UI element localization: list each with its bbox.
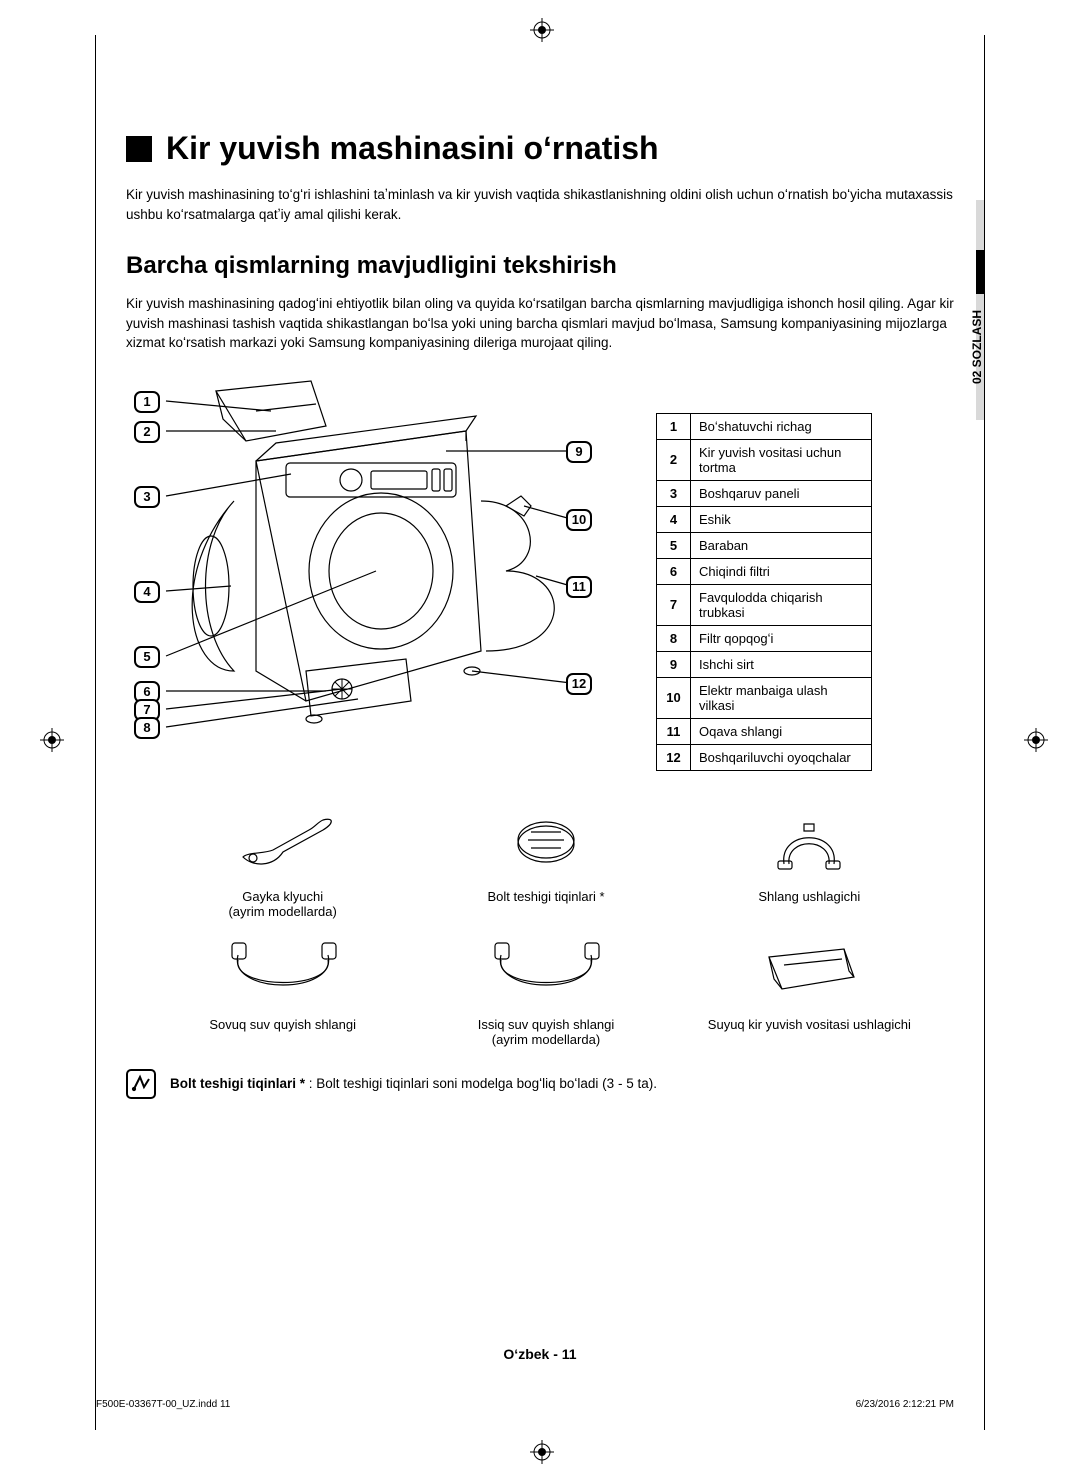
table-row: 1Boʻshatuvchi richag [657,413,872,439]
part-number: 12 [657,744,691,770]
part-number: 10 [657,677,691,718]
acc-liquid-holder: Suyuq kir yuvish vositasi ushlagichi [693,929,926,1047]
table-row: 12Boshqariluvchi oyoqchalar [657,744,872,770]
part-label: Chiqindi filtri [691,558,872,584]
part-number: 4 [657,506,691,532]
part-number: 6 [657,558,691,584]
part-number: 9 [657,651,691,677]
parts-table: 1Boʻshatuvchi richag2Kir yuvish vositasi… [656,413,872,771]
part-label: Baraban [691,532,872,558]
registration-mark-left [40,728,64,752]
registration-mark-bottom [530,1440,554,1464]
note-bold: Bolt teshigi tiqinlari * [170,1076,305,1091]
page: 02 SOZLASH Kir yuvish mashinasini oʻrnat… [95,35,985,1430]
note: Bolt teshigi tiqinlari * : Bolt teshigi … [126,1069,954,1099]
part-label: Eshik [691,506,872,532]
acc-hose-guide: Shlang ushlagichi [693,801,926,919]
washer-diagram: 1 2 3 4 5 6 7 8 9 10 11 12 [126,371,596,771]
part-label: Boʻshatuvchi richag [691,413,872,439]
acc-label: Gayka klyuchi [166,889,399,904]
table-row: 2Kir yuvish vositasi uchun tortma [657,439,872,480]
acc-bolt-caps: Bolt teshigi tiqinlari * [429,801,662,919]
footer-filename: F500E-03367T-00_UZ.indd 11 [96,1399,230,1410]
acc-wrench: Gayka klyuchi (ayrim modellarda) [166,801,399,919]
footer-timestamp: 6/23/2016 2:12:21 PM [856,1399,954,1410]
table-row: 7Favqulodda chiqarish trubkasi [657,584,872,625]
acc-hot-hose: Issiq suv quyish shlangi (ayrim modellar… [429,929,662,1047]
acc-label: Issiq suv quyish shlangi [429,1017,662,1032]
table-row: 5Baraban [657,532,872,558]
part-label: Favqulodda chiqarish trubkasi [691,584,872,625]
subintro-text: Kir yuvish mashinasining qadogʻini ehtiy… [126,294,954,353]
part-label: Boshqariluvchi oyoqchalar [691,744,872,770]
registration-mark-right [1024,728,1048,752]
note-text: : Bolt teshigi tiqinlari soni modelga bo… [305,1076,657,1091]
acc-sublabel: (ayrim modellarda) [429,1032,662,1047]
footer-page-number: Oʻzbek - 11 [96,1346,984,1362]
acc-sublabel: (ayrim modellarda) [166,904,399,919]
part-label: Oqava shlangi [691,718,872,744]
callout-1: 1 [134,391,160,413]
page-title: Kir yuvish mashinasini oʻrnatish [166,130,659,167]
acc-label: Suyuq kir yuvish vositasi ushlagichi [693,1017,926,1032]
part-number: 1 [657,413,691,439]
side-tab: 02 SOZLASH [948,200,984,420]
callout-3: 3 [134,486,160,508]
table-row: 10Elektr manbaiga ulash vilkasi [657,677,872,718]
acc-label: Shlang ushlagichi [693,889,926,904]
part-number: 3 [657,480,691,506]
callout-10: 10 [566,509,592,531]
callout-11: 11 [566,576,592,598]
part-number: 2 [657,439,691,480]
table-row: 6Chiqindi filtri [657,558,872,584]
part-label: Elektr manbaiga ulash vilkasi [691,677,872,718]
note-icon [126,1069,156,1099]
callout-5: 5 [134,646,160,668]
part-number: 11 [657,718,691,744]
table-row: 4Eshik [657,506,872,532]
acc-cold-hose: Sovuq suv quyish shlangi [166,929,399,1047]
accessories-grid: Gayka klyuchi (ayrim modellarda) Bolt te… [166,801,926,1047]
part-number: 7 [657,584,691,625]
part-label: Filtr qopqogʻi [691,625,872,651]
title-bullet [126,136,152,162]
part-number: 5 [657,532,691,558]
part-label: Boshqaruv paneli [691,480,872,506]
part-label: Ishchi sirt [691,651,872,677]
table-row: 9Ishchi sirt [657,651,872,677]
acc-label: Sovuq suv quyish shlangi [166,1017,399,1032]
side-tab-label: 02 SOZLASH [970,310,984,384]
subtitle: Barcha qismlarning mavjudligini tekshiri… [126,252,954,280]
callout-12: 12 [566,673,592,695]
table-row: 11Oqava shlangi [657,718,872,744]
acc-label: Bolt teshigi tiqinlari * [429,889,662,904]
callout-9: 9 [566,441,592,463]
table-row: 8Filtr qopqogʻi [657,625,872,651]
intro-text: Kir yuvish mashinasining toʻgʻri ishlash… [126,185,954,224]
callout-2: 2 [134,421,160,443]
callout-8: 8 [134,717,160,739]
callout-4: 4 [134,581,160,603]
part-number: 8 [657,625,691,651]
part-label: Kir yuvish vositasi uchun tortma [691,439,872,480]
table-row: 3Boshqaruv paneli [657,480,872,506]
